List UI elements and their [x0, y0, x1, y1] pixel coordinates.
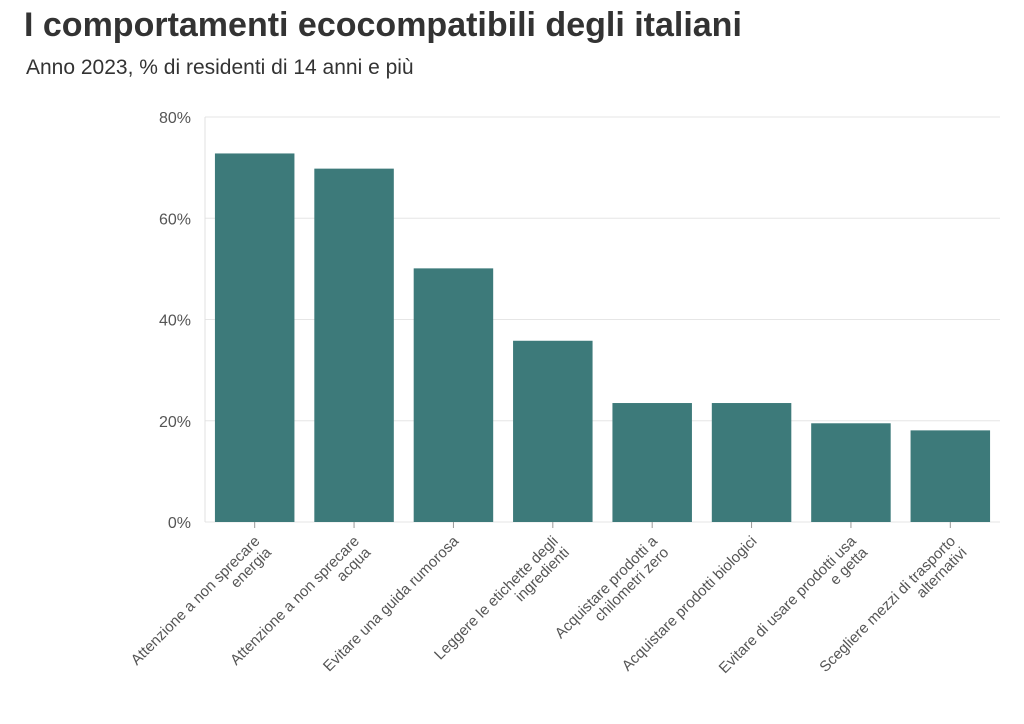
bar-2: [413, 268, 494, 522]
y-tick-label-0: 0%: [168, 515, 191, 532]
y-tick-label-1: 20%: [159, 414, 191, 431]
bar-7: [910, 430, 991, 522]
bars: [214, 153, 991, 522]
bar-1: [314, 168, 394, 522]
y-tick-label-4: 80%: [159, 110, 191, 127]
chart-subtitle: Anno 2023, % di residenti di 14 anni e p…: [26, 56, 414, 79]
bar-4: [612, 403, 692, 522]
bar-0: [214, 153, 295, 522]
y-tick-label-2: 40%: [159, 313, 191, 330]
y-tick-label-3: 60%: [159, 211, 191, 228]
x-category-label-0: Attenzione a non sprecareenergia: [128, 532, 276, 680]
bar-6: [811, 423, 891, 522]
bar-3: [513, 340, 593, 522]
chart-title: I comportamenti ecocompatibili degli ita…: [24, 6, 742, 44]
bar-5: [711, 403, 792, 522]
